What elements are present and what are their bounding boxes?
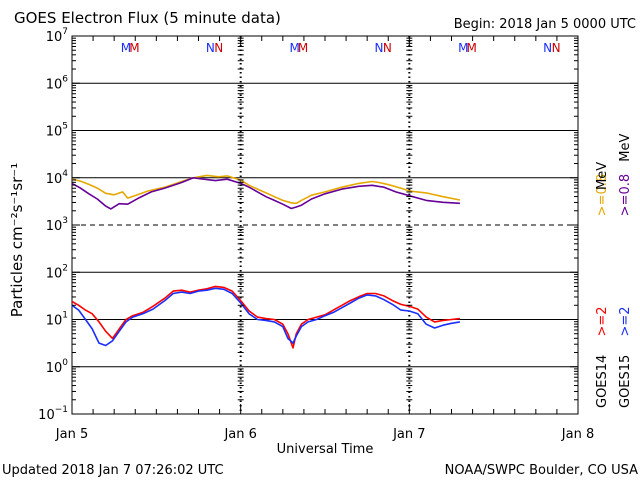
day-boundaries [239, 36, 411, 414]
y-tick-label: 103 [46, 216, 68, 234]
marker-label: M [121, 41, 131, 55]
y-axis-title: Particles cm⁻²s⁻¹sr⁻¹ [8, 163, 26, 317]
credit: NOAA/SWPC Boulder, CO USA [445, 463, 638, 478]
legend-goes14-group: GOES14 >=2 >=0.8 [595, 174, 610, 408]
legend-units: MeV [618, 134, 633, 162]
marker-label: N [383, 41, 392, 55]
x-tick-label: Jan 7 [392, 427, 425, 442]
x-tick-label: Jan 6 [223, 427, 256, 442]
legend-goes15-low: >=0.8 [618, 174, 633, 216]
y-tick-label: 105 [46, 122, 68, 140]
x-tick-label: Jan 5 [55, 427, 88, 442]
magnetopause-markers: MM N N MM N N MM N N [121, 41, 561, 55]
x-tick-label: Jan 8 [561, 427, 594, 442]
legend-units-goes14: MeV [595, 162, 610, 190]
y-tick-label: 101 [46, 311, 68, 329]
marker-label: M [129, 41, 139, 55]
series-line [71, 174, 461, 205]
legend-goes15-high: >=2 [618, 306, 633, 336]
marker-label: N [206, 41, 215, 55]
legend-goes14-label: GOES14 [595, 355, 610, 408]
marker-label: M [289, 41, 299, 55]
gridlines [72, 82, 578, 368]
y-axis: 10−1 100 101 102 103 104 105 106 107 [38, 27, 578, 423]
y-tick-label: 107 [46, 27, 68, 45]
marker-label: M [467, 41, 477, 55]
marker-label: N [552, 41, 561, 55]
marker-label: N [543, 41, 552, 55]
y-tick-label: 100 [46, 358, 69, 376]
begin-date: Begin: 2018 Jan 5 0000 UTC [454, 17, 636, 32]
marker-label: N [214, 41, 223, 55]
y-tick-label: 102 [46, 263, 68, 281]
x-axis-title: Universal Time [277, 442, 374, 457]
series-line [71, 287, 461, 347]
legend-goes14-high: >=2 [595, 306, 610, 336]
y-tick-label: 10−1 [38, 405, 68, 423]
marker-label: M [298, 41, 308, 55]
marker-label: N [374, 41, 383, 55]
legend-goes15-group: GOES15 >=2 >=0.8 MeV [618, 134, 633, 408]
updated-timestamp: Updated 2018 Jan 7 07:26:02 UTC [2, 463, 224, 478]
legend-goes15-label: GOES15 [618, 355, 633, 408]
chart-title: GOES Electron Flux (5 minute data) [14, 9, 281, 27]
legend-goes14-low: >=0.8 [595, 174, 610, 216]
data-series [71, 174, 461, 349]
y-tick-label: 106 [46, 74, 69, 92]
y-tick-label: 104 [46, 169, 69, 187]
x-axis: Jan 5 Jan 6 Jan 7 Jan 8 [55, 36, 594, 442]
series-line [71, 177, 460, 210]
series-line [71, 285, 460, 349]
marker-label: M [458, 41, 468, 55]
